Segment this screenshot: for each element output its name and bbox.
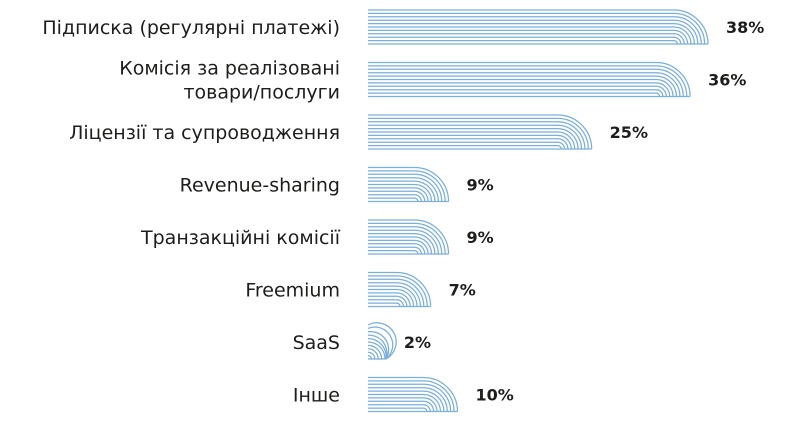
value-label-4: 9%: [467, 228, 494, 247]
category-label-1: Комісія за реалізовані товари/послуги: [119, 58, 340, 104]
bar-7: [368, 376, 459, 413]
value-label-7: 10%: [475, 386, 513, 405]
category-label-0: Підписка (регулярні платежі): [42, 17, 340, 39]
bar-2: [368, 114, 593, 150]
bar-4: [368, 219, 450, 255]
category-label-2: Ліцензії та супроводження: [69, 122, 340, 144]
bar-1: [368, 61, 691, 98]
value-label-0: 38%: [726, 18, 764, 37]
category-label-4: Транзакційні комісії: [140, 227, 341, 249]
bar-5: [368, 271, 432, 308]
value-label-3: 9%: [467, 176, 494, 195]
category-label-6: SaaS: [293, 332, 340, 354]
bar-0: [368, 9, 709, 45]
bar-6: [367, 322, 397, 360]
category-label-7: Інше: [293, 385, 340, 407]
bar-3: [368, 166, 450, 203]
value-label-1: 36%: [708, 71, 746, 90]
value-label-6: 2%: [404, 333, 431, 352]
category-label-5: Freemium: [245, 280, 340, 302]
category-label-3: Revenue-sharing: [180, 175, 340, 197]
value-label-5: 7%: [449, 281, 476, 300]
value-label-2: 25%: [610, 123, 648, 142]
